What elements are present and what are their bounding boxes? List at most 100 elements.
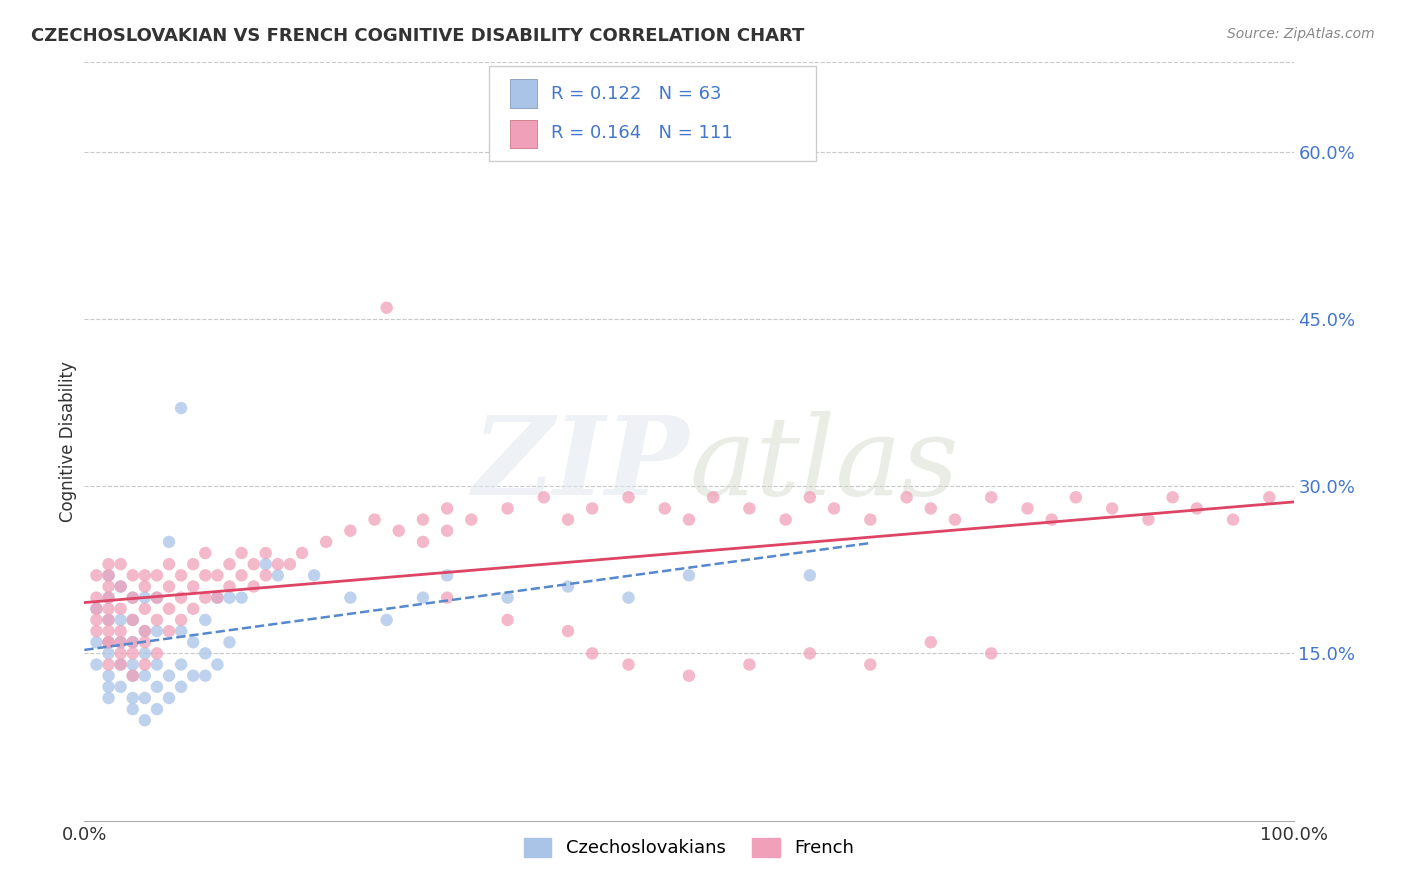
Point	[1064, 491, 1087, 505]
Point	[97, 646, 120, 660]
Point	[157, 624, 180, 639]
Point	[375, 613, 398, 627]
Point	[170, 591, 193, 605]
Point	[134, 657, 156, 672]
Point	[134, 602, 156, 616]
Point	[86, 568, 108, 582]
Point	[231, 546, 253, 560]
Point	[97, 557, 120, 572]
Point	[859, 512, 882, 526]
Point	[134, 624, 156, 639]
Bar	[510, 120, 537, 148]
Point	[194, 646, 217, 660]
Point	[678, 512, 700, 526]
Point	[146, 591, 169, 605]
Point	[557, 580, 579, 594]
Point	[678, 669, 700, 683]
Point	[363, 512, 385, 526]
Point	[97, 613, 120, 627]
Point	[134, 591, 156, 605]
Point	[412, 535, 434, 549]
Legend: Czechoslovakians, French: Czechoslovakians, French	[517, 830, 860, 864]
Text: ZIP: ZIP	[472, 410, 689, 518]
Text: atlas: atlas	[689, 410, 959, 518]
Text: R = 0.122   N = 63: R = 0.122 N = 63	[551, 85, 721, 103]
Point	[207, 591, 229, 605]
Point	[617, 591, 640, 605]
Point	[86, 635, 108, 649]
Point	[97, 635, 120, 649]
Point	[97, 602, 120, 616]
Point	[194, 669, 217, 683]
Point	[412, 591, 434, 605]
Point	[194, 546, 217, 560]
Point	[97, 669, 120, 683]
Point	[97, 657, 120, 672]
Point	[157, 535, 180, 549]
Text: Source: ZipAtlas.com: Source: ZipAtlas.com	[1227, 27, 1375, 41]
Point	[943, 512, 966, 526]
Point	[97, 580, 120, 594]
Point	[121, 613, 143, 627]
Point	[242, 557, 264, 572]
Point	[557, 624, 579, 639]
Point	[157, 580, 180, 594]
Point	[375, 301, 398, 315]
Point	[146, 624, 169, 639]
Point	[181, 580, 204, 594]
Point	[1222, 512, 1244, 526]
Text: CZECHOSLOVAKIAN VS FRENCH COGNITIVE DISABILITY CORRELATION CHART: CZECHOSLOVAKIAN VS FRENCH COGNITIVE DISA…	[31, 27, 804, 45]
Point	[218, 580, 240, 594]
Point	[1101, 501, 1123, 516]
Point	[146, 613, 169, 627]
Point	[496, 591, 519, 605]
Point	[170, 613, 193, 627]
Point	[775, 512, 797, 526]
Point	[110, 557, 132, 572]
Point	[194, 591, 217, 605]
Point	[207, 657, 229, 672]
Point	[170, 568, 193, 582]
Point	[1161, 491, 1184, 505]
Point	[896, 491, 918, 505]
Point	[110, 624, 132, 639]
Point	[110, 580, 132, 594]
Point	[980, 646, 1002, 660]
Point	[121, 635, 143, 649]
Point	[460, 512, 482, 526]
Point	[121, 690, 143, 705]
Point	[146, 702, 169, 716]
Point	[207, 591, 229, 605]
Point	[1017, 501, 1039, 516]
Point	[86, 613, 108, 627]
Point	[170, 657, 193, 672]
Point	[134, 580, 156, 594]
Point	[97, 635, 120, 649]
Point	[194, 613, 217, 627]
Point	[1185, 501, 1208, 516]
Point	[231, 568, 253, 582]
FancyBboxPatch shape	[489, 66, 815, 161]
Point	[194, 568, 217, 582]
Point	[557, 512, 579, 526]
Point	[110, 613, 132, 627]
Point	[157, 690, 180, 705]
Point	[121, 646, 143, 660]
Point	[533, 491, 555, 505]
Point	[121, 657, 143, 672]
Point	[86, 657, 108, 672]
Point	[1137, 512, 1160, 526]
Point	[496, 613, 519, 627]
Point	[121, 591, 143, 605]
Point	[110, 657, 132, 672]
Point	[339, 524, 361, 538]
Point	[97, 568, 120, 582]
Point	[134, 714, 156, 728]
Point	[157, 557, 180, 572]
Point	[134, 646, 156, 660]
Point	[254, 546, 277, 560]
Point	[110, 657, 132, 672]
Point	[97, 624, 120, 639]
Point	[738, 657, 761, 672]
Point	[110, 580, 132, 594]
